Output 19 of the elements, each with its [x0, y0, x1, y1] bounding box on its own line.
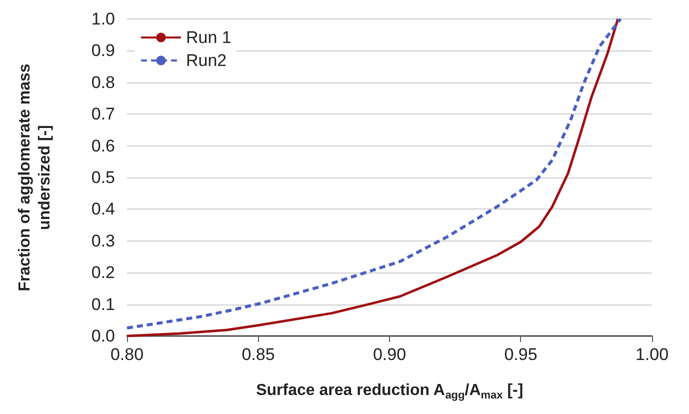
y-tick-label: 0.1 — [91, 294, 115, 314]
y-tick-label: 0.8 — [91, 72, 115, 92]
legend-label: Run2 — [186, 51, 227, 70]
y-axis-title: Fraction of agglomerate mass undersized [-] — [16, 64, 54, 292]
y-tick-label: 1.0 — [91, 10, 115, 28]
y-tick-label: 0.6 — [91, 136, 115, 156]
y-tick-label: 0.7 — [91, 104, 115, 124]
y-tick-label: 0.5 — [91, 168, 115, 187]
x-tick-label: 0.95 — [504, 345, 538, 364]
y-tick-label: 0.2 — [91, 263, 115, 282]
y-tick-label: 0.9 — [91, 41, 115, 60]
x-tick-label: 1.00 — [635, 345, 669, 364]
y-tick-label: 0.4 — [91, 200, 115, 219]
x-tick-label: 0.90 — [372, 345, 406, 364]
x-tick-label: 0.85 — [242, 345, 275, 364]
legend-label: Run 1 — [186, 28, 232, 47]
y-tick-label: 0.0 — [91, 326, 115, 346]
x-tick-label: 0.80 — [110, 345, 144, 364]
y-tick-label: 0.3 — [91, 231, 115, 250]
